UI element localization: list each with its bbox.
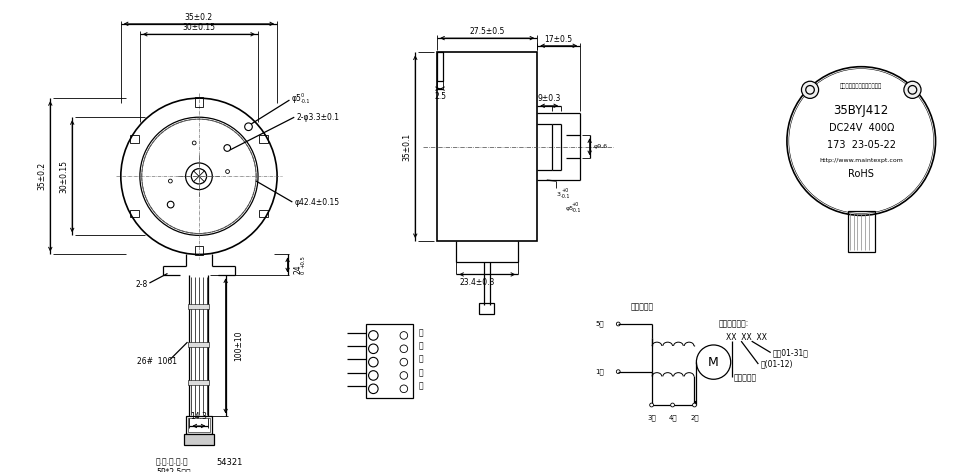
Circle shape (400, 385, 407, 393)
Text: 173  23-05-22: 173 23-05-22 (827, 140, 896, 150)
Text: 0: 0 (300, 271, 305, 274)
Circle shape (616, 370, 620, 373)
Text: 24: 24 (294, 264, 302, 274)
Bar (130, 135, 140, 143)
Text: 年（公历）: 年（公历） (734, 373, 757, 382)
Text: 3红: 3红 (647, 414, 656, 421)
Text: 接线示意图: 接线示意图 (631, 303, 654, 312)
Text: 深圳市正德智控股份有限公司: 深圳市正德智控股份有限公司 (840, 83, 882, 89)
Text: 0: 0 (300, 93, 304, 98)
Text: φ9.6: φ9.6 (594, 144, 609, 149)
Circle shape (616, 322, 620, 326)
Text: φ42.4±0.15: φ42.4±0.15 (295, 197, 339, 207)
Circle shape (400, 345, 407, 353)
Bar (258, 135, 268, 143)
Circle shape (650, 403, 654, 407)
Text: 54321: 54321 (216, 458, 243, 467)
Text: 橙: 橙 (418, 328, 423, 337)
Text: 生产日期说明:: 生产日期说明: (718, 320, 748, 329)
Text: φ5: φ5 (292, 93, 301, 102)
Circle shape (369, 331, 378, 340)
Circle shape (692, 403, 696, 407)
Text: 17±0.5: 17±0.5 (545, 34, 573, 43)
Text: +0: +0 (572, 202, 579, 207)
Text: 3: 3 (557, 192, 560, 197)
Circle shape (904, 81, 921, 98)
Text: 2-φ3.3±0.1: 2-φ3.3±0.1 (297, 113, 339, 122)
Text: 30±0.15: 30±0.15 (59, 160, 68, 193)
Bar (189, 380, 209, 385)
Text: 红: 红 (418, 355, 423, 364)
Text: 1橙: 1橙 (595, 368, 604, 375)
Bar (437, 52, 537, 241)
Bar (189, 304, 209, 309)
Bar (195, 97, 203, 107)
Text: 4蓝: 4蓝 (668, 414, 677, 421)
Text: RoHS: RoHS (848, 169, 874, 179)
Text: 2-8: 2-8 (136, 280, 148, 289)
Text: XX  XX  XX: XX XX XX (726, 333, 767, 342)
Text: 粉.蓝.红.黄.橙: 粉.蓝.红.黄.橙 (156, 458, 189, 467)
Text: 5粉: 5粉 (595, 320, 604, 327)
Text: 26#  1061: 26# 1061 (137, 357, 177, 366)
Bar (130, 210, 140, 217)
Circle shape (400, 332, 407, 339)
Text: -0.1: -0.1 (561, 194, 570, 199)
Bar (195, 246, 203, 255)
Circle shape (400, 358, 407, 366)
Text: 蓝: 蓝 (418, 341, 423, 350)
Text: 5P*2.5白色: 5P*2.5白色 (156, 467, 191, 472)
Text: 黄: 黄 (418, 368, 423, 377)
Text: +0.5: +0.5 (300, 255, 305, 268)
Circle shape (801, 81, 819, 98)
Text: 100±10: 100±10 (234, 331, 244, 361)
Text: 9±0.3: 9±0.3 (537, 93, 560, 102)
Text: 月(01-12): 月(01-12) (760, 360, 793, 369)
Text: 27.5±0.5: 27.5±0.5 (470, 27, 505, 36)
Text: 30±0.15: 30±0.15 (182, 23, 216, 32)
Text: 23.4±0.3: 23.4±0.3 (459, 278, 494, 287)
Bar (186, 416, 212, 434)
Circle shape (369, 357, 378, 367)
Bar (480, 303, 494, 314)
Text: 日（01-31）: 日（01-31） (772, 348, 809, 357)
Bar (184, 434, 214, 445)
Circle shape (369, 384, 378, 394)
Text: φ5: φ5 (566, 206, 574, 211)
Text: 粉: 粉 (418, 381, 423, 390)
Text: http://www.maintexpt.com: http://www.maintexpt.com (820, 158, 903, 162)
Bar (366, 324, 413, 398)
Text: 35±0.2: 35±0.2 (185, 13, 213, 22)
Circle shape (369, 371, 378, 380)
Bar (258, 210, 268, 217)
Circle shape (369, 344, 378, 354)
Text: 35BYJ412: 35BYJ412 (834, 104, 889, 117)
Circle shape (670, 403, 674, 407)
Text: 35±0.1: 35±0.1 (403, 133, 411, 161)
Text: DC24V  400Ω: DC24V 400Ω (828, 123, 894, 133)
Text: -0.1: -0.1 (300, 99, 310, 103)
Text: 2.5: 2.5 (434, 92, 446, 101)
Text: -0.1: -0.1 (572, 208, 581, 213)
Text: 35±0.2: 35±0.2 (38, 162, 46, 190)
Text: M: M (708, 355, 719, 369)
Circle shape (400, 371, 407, 379)
Bar (188, 418, 210, 432)
Text: 14.3: 14.3 (191, 412, 207, 421)
Text: 2黄: 2黄 (690, 414, 699, 421)
Bar (189, 342, 209, 347)
Bar (847, 211, 874, 252)
Text: +0: +0 (561, 188, 568, 193)
Bar (437, 52, 443, 81)
